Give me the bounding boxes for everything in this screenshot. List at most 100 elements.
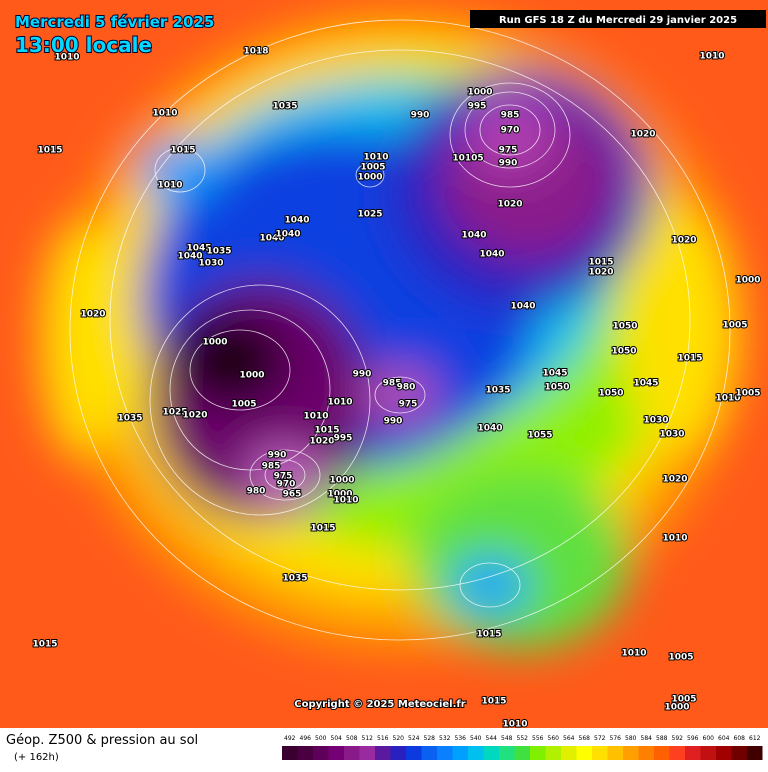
pressure-label: 1015 <box>677 354 702 364</box>
pressure-label: 975 <box>274 472 293 482</box>
colorbar-swatch <box>638 746 654 760</box>
pressure-label: 990 <box>499 159 518 169</box>
colorbar-label: 520 <box>393 735 405 742</box>
pressure-label: 1035 <box>117 414 142 424</box>
time: 13:00 locale <box>15 33 152 57</box>
colorbar-swatch <box>669 746 685 760</box>
pressure-label: 1040 <box>284 216 309 226</box>
colorbar-swatch <box>468 746 484 760</box>
pressure-labels: 1010 1018 1010 1035 1010 1015 1015 1010 990 1000 9… <box>31 46 761 731</box>
pressure-label: 1000 <box>735 276 760 286</box>
pressure-label: 1005 <box>360 163 385 173</box>
pressure-label: 1030 <box>198 259 223 269</box>
colorbar-label: 564 <box>563 735 575 742</box>
pressure-label: 10105 <box>452 154 483 164</box>
colorbar-label: 580 <box>625 735 637 742</box>
colorbar-swatch <box>452 746 468 760</box>
colorbar-label: 608 <box>734 735 746 742</box>
colorbar-swatch <box>375 746 391 760</box>
colorbar-label: 524 <box>408 735 420 742</box>
pressure-label: 970 <box>277 480 296 490</box>
colorbar-swatch <box>328 746 344 760</box>
pressure-label: 1010 <box>303 412 328 422</box>
colorbar-swatch <box>483 746 499 760</box>
pressure-label: 1010 <box>152 109 177 119</box>
pressure-label: 1055 <box>527 431 552 441</box>
colorbar-label: 512 <box>362 735 374 742</box>
pressure-label: 1020 <box>671 236 696 246</box>
pressure-label: 1000 <box>467 88 492 98</box>
pressure-label: 1010 <box>715 394 740 404</box>
pressure-label: 1050 <box>611 347 636 357</box>
pressure-label: 1025 <box>357 210 382 220</box>
colorbar-label: 536 <box>455 735 467 742</box>
pressure-label: 1015 <box>481 697 506 707</box>
colorbar-swatch <box>359 746 375 760</box>
pressure-label: 1035 <box>282 574 307 584</box>
colorbar-label: 588 <box>656 735 668 742</box>
copyright: Copyright © 2025 Meteociel.fr <box>294 699 465 710</box>
colorbar-swatch <box>437 746 453 760</box>
colorbar-label: 552 <box>517 735 529 742</box>
pressure-label: 1040 <box>479 250 504 260</box>
pressure-label: 1000 <box>239 371 264 381</box>
pressure-label: 975 <box>399 400 418 410</box>
colorbar-label: 612 <box>749 735 761 742</box>
colorbar-swatch <box>545 746 561 760</box>
pressure-label: 1020 <box>80 310 105 320</box>
pressure-label: 1000 <box>664 703 689 713</box>
pressure-label: 1005 <box>671 695 696 705</box>
pressure-label: 1040 <box>275 230 300 240</box>
colorbar-label: 548 <box>501 735 513 742</box>
colorbar-swatch <box>731 746 747 760</box>
pressure-label: 1015 <box>310 524 335 534</box>
pressure-label: 1025 <box>162 408 187 418</box>
pressure-label: 1010 <box>54 53 79 63</box>
colorbar-label: 528 <box>424 735 436 742</box>
field <box>0 0 768 728</box>
colorbar-swatch <box>406 746 422 760</box>
colorbar-swatch <box>592 746 608 760</box>
pressure-label: 1050 <box>598 389 623 399</box>
pressure-label: 990 <box>353 370 372 380</box>
colorbar-label: 568 <box>579 735 591 742</box>
pressure-label: 1015 <box>32 640 57 650</box>
pressure-label: 995 <box>334 434 353 444</box>
colorbar-label: 496 <box>300 735 312 742</box>
pressure-label: 1018 <box>243 47 268 57</box>
pressure-label: 985 <box>383 379 402 389</box>
colorbar-label: 572 <box>594 735 606 742</box>
pressure-label: 1035 <box>206 247 231 257</box>
pressure-label: 1015 <box>314 426 339 436</box>
pressure-label: 1040 <box>510 302 535 312</box>
pressure-label: 1010 <box>621 649 646 659</box>
pressure-label: 1005 <box>231 400 256 410</box>
pressure-label: 1020 <box>588 268 613 278</box>
footer-lead: (+ 162h) <box>14 752 59 763</box>
colorbar-swatch <box>344 746 360 760</box>
colorbar-swatch <box>561 746 577 760</box>
pressure-label: 1000 <box>202 338 227 348</box>
pressure-label: 1005 <box>722 321 747 331</box>
colorbar-swatch <box>297 746 313 760</box>
pressure-label: 990 <box>411 111 430 121</box>
pressure-label: 970 <box>501 126 520 136</box>
colorbar-swatch <box>607 746 623 760</box>
pressure-label: 1040 <box>259 234 284 244</box>
pressure-label: 1005 <box>735 389 760 399</box>
pressure-label: 1005 <box>668 653 693 663</box>
colorbar-swatch <box>576 746 592 760</box>
colorbar-swatch <box>499 746 515 760</box>
pressure-label: 1010 <box>699 52 724 62</box>
pressure-label: 1020 <box>662 475 687 485</box>
colorbar-label: 516 <box>377 735 389 742</box>
colorbar-label: 560 <box>548 735 560 742</box>
pressure-label: 995 <box>468 102 487 112</box>
colorbar-label: 596 <box>687 735 699 742</box>
pressure-label: 1035 <box>485 386 510 396</box>
pressure-label: 1045 <box>542 369 567 379</box>
colorbar-label: 556 <box>532 735 544 742</box>
pressure-label: 1045 <box>186 244 211 254</box>
